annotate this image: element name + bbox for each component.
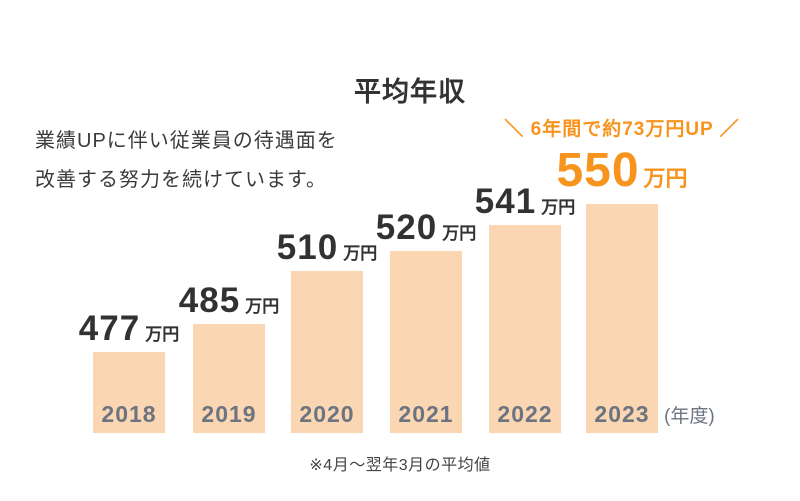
bar-2020: 2020 xyxy=(291,271,363,433)
description: 業績UPに伴い従業員の待遇面を 改善する努力を続けています。 xyxy=(35,122,338,200)
bar-2019: 2019 xyxy=(193,324,265,433)
bar-year-label: 2021 xyxy=(398,401,454,427)
bar-value-label: 541 万円 xyxy=(475,184,575,219)
description-line-1: 業績UPに伴い従業員の待遇面を xyxy=(35,130,338,152)
bar-value-label: 477 万円 xyxy=(79,311,179,346)
bar-value-number: 485 xyxy=(178,281,241,320)
bar-value-unit: 万円 xyxy=(343,244,378,263)
bar-value-label: 520 万円 xyxy=(376,210,476,245)
bar-value-number: 550 xyxy=(556,144,640,197)
bar-2021: 2021 xyxy=(390,251,462,433)
bar-value-label: 485 万円 xyxy=(179,283,279,318)
axis-unit-label: (年度) xyxy=(664,406,715,427)
bar-2022: 2022 xyxy=(489,225,561,433)
description-line-2: 改善する努力を続けています。 xyxy=(35,169,327,191)
callout-label: ＼ 6年間で約73万円UP ／ xyxy=(504,119,740,140)
bar-value-unit: 万円 xyxy=(442,224,477,243)
page-title: 平均年収 xyxy=(354,77,466,108)
bar-value-number: 477 xyxy=(78,309,141,348)
bar-value-number: 510 xyxy=(276,228,339,267)
bar-value-unit: 万円 xyxy=(541,198,576,217)
bar-value-unit: 万円 xyxy=(245,297,280,316)
bar-2018: 2018 xyxy=(93,352,165,433)
bar-value-unit: 万円 xyxy=(643,166,688,191)
bar-year-label: 2020 xyxy=(299,401,355,427)
bar-chart: 477 万円 2018 485 万円 2019 510 万円 2020 520 万円 2021 541 万… xyxy=(79,53,739,433)
bar-year-label: 2023 xyxy=(594,401,650,427)
bar-year-label: 2022 xyxy=(497,401,553,427)
bar-year-label: 2018 xyxy=(101,401,157,427)
highlight-value-label: 550 万円 xyxy=(556,147,687,195)
bar-year-label: 2019 xyxy=(201,401,257,427)
bar-value-unit: 万円 xyxy=(145,325,180,344)
bar-2023: 2023 xyxy=(586,204,658,433)
footnote: ※4月～翌年3月の平均値 xyxy=(309,457,491,474)
bar-value-number: 520 xyxy=(375,208,438,247)
bar-value-label: 510 万円 xyxy=(277,230,377,265)
bar-value-number: 541 xyxy=(474,182,537,221)
